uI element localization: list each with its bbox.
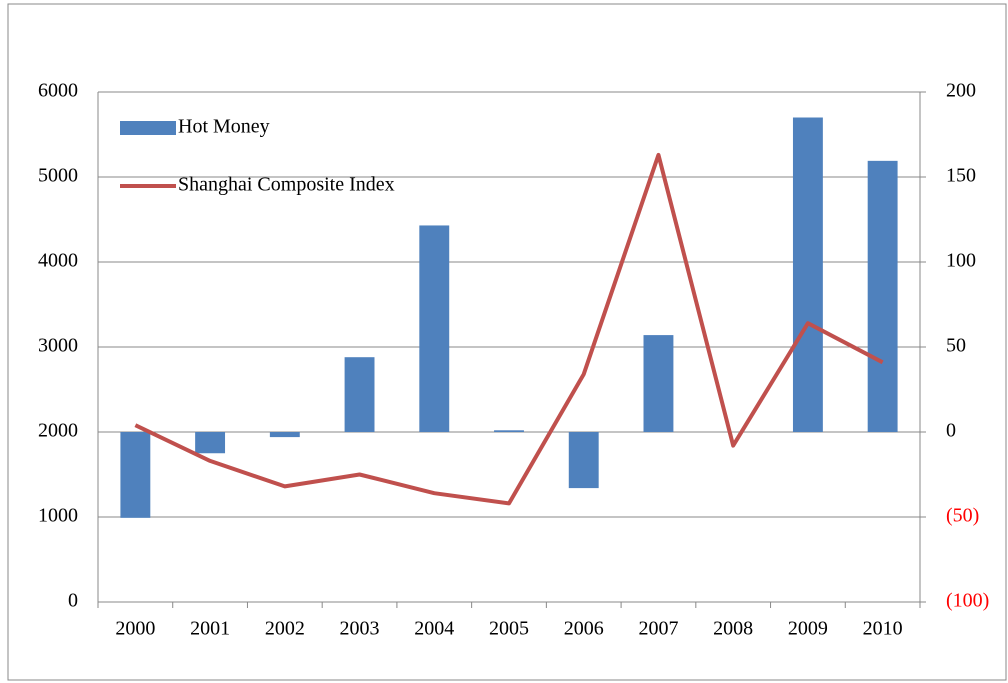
y-tick-label: 2000 xyxy=(38,420,78,442)
bar xyxy=(195,432,226,454)
y-tick-label: 1000 xyxy=(38,505,78,527)
bar xyxy=(568,432,599,489)
y-tick-label: 5000 xyxy=(38,165,78,187)
bar xyxy=(120,432,151,518)
x-tick-label: 2000 xyxy=(115,618,155,640)
y-tick-label: 0 xyxy=(68,590,78,612)
bar xyxy=(419,225,450,432)
bar xyxy=(867,160,898,432)
y2-tick-label: (100) xyxy=(946,590,989,612)
bar xyxy=(792,117,823,432)
y-tick-label: 4000 xyxy=(38,250,78,272)
line xyxy=(134,152,884,506)
bar xyxy=(494,430,524,432)
x-tick-label: 2008 xyxy=(713,618,753,640)
legend-swatch xyxy=(120,121,176,135)
x-tick-label: 2005 xyxy=(489,618,529,640)
y2-tick-label: 50 xyxy=(946,335,966,357)
x-tick-label: 2006 xyxy=(564,618,604,640)
legend-label: Shanghai Composite Index xyxy=(178,174,395,196)
y2-tick-label: (50) xyxy=(946,505,979,527)
x-tick-label: 2003 xyxy=(340,618,380,640)
bar xyxy=(344,357,375,432)
bar xyxy=(269,432,300,438)
legend-label: Hot Money xyxy=(178,116,270,138)
y2-tick-label: 0 xyxy=(946,420,956,442)
y2-tick-label: 150 xyxy=(946,165,976,187)
y-tick-label: 6000 xyxy=(38,80,78,102)
bar xyxy=(643,335,674,432)
x-tick-label: 2009 xyxy=(788,618,828,640)
x-tick-label: 2002 xyxy=(265,618,305,640)
x-tick-label: 2010 xyxy=(863,618,903,640)
y2-tick-label: 100 xyxy=(946,250,976,272)
y2-tick-label: 200 xyxy=(946,80,976,102)
y-tick-label: 3000 xyxy=(38,335,78,357)
x-tick-label: 2001 xyxy=(190,618,230,640)
x-tick-label: 2007 xyxy=(638,618,678,640)
chart-border xyxy=(7,3,1007,681)
x-tick-label: 2004 xyxy=(414,618,454,640)
